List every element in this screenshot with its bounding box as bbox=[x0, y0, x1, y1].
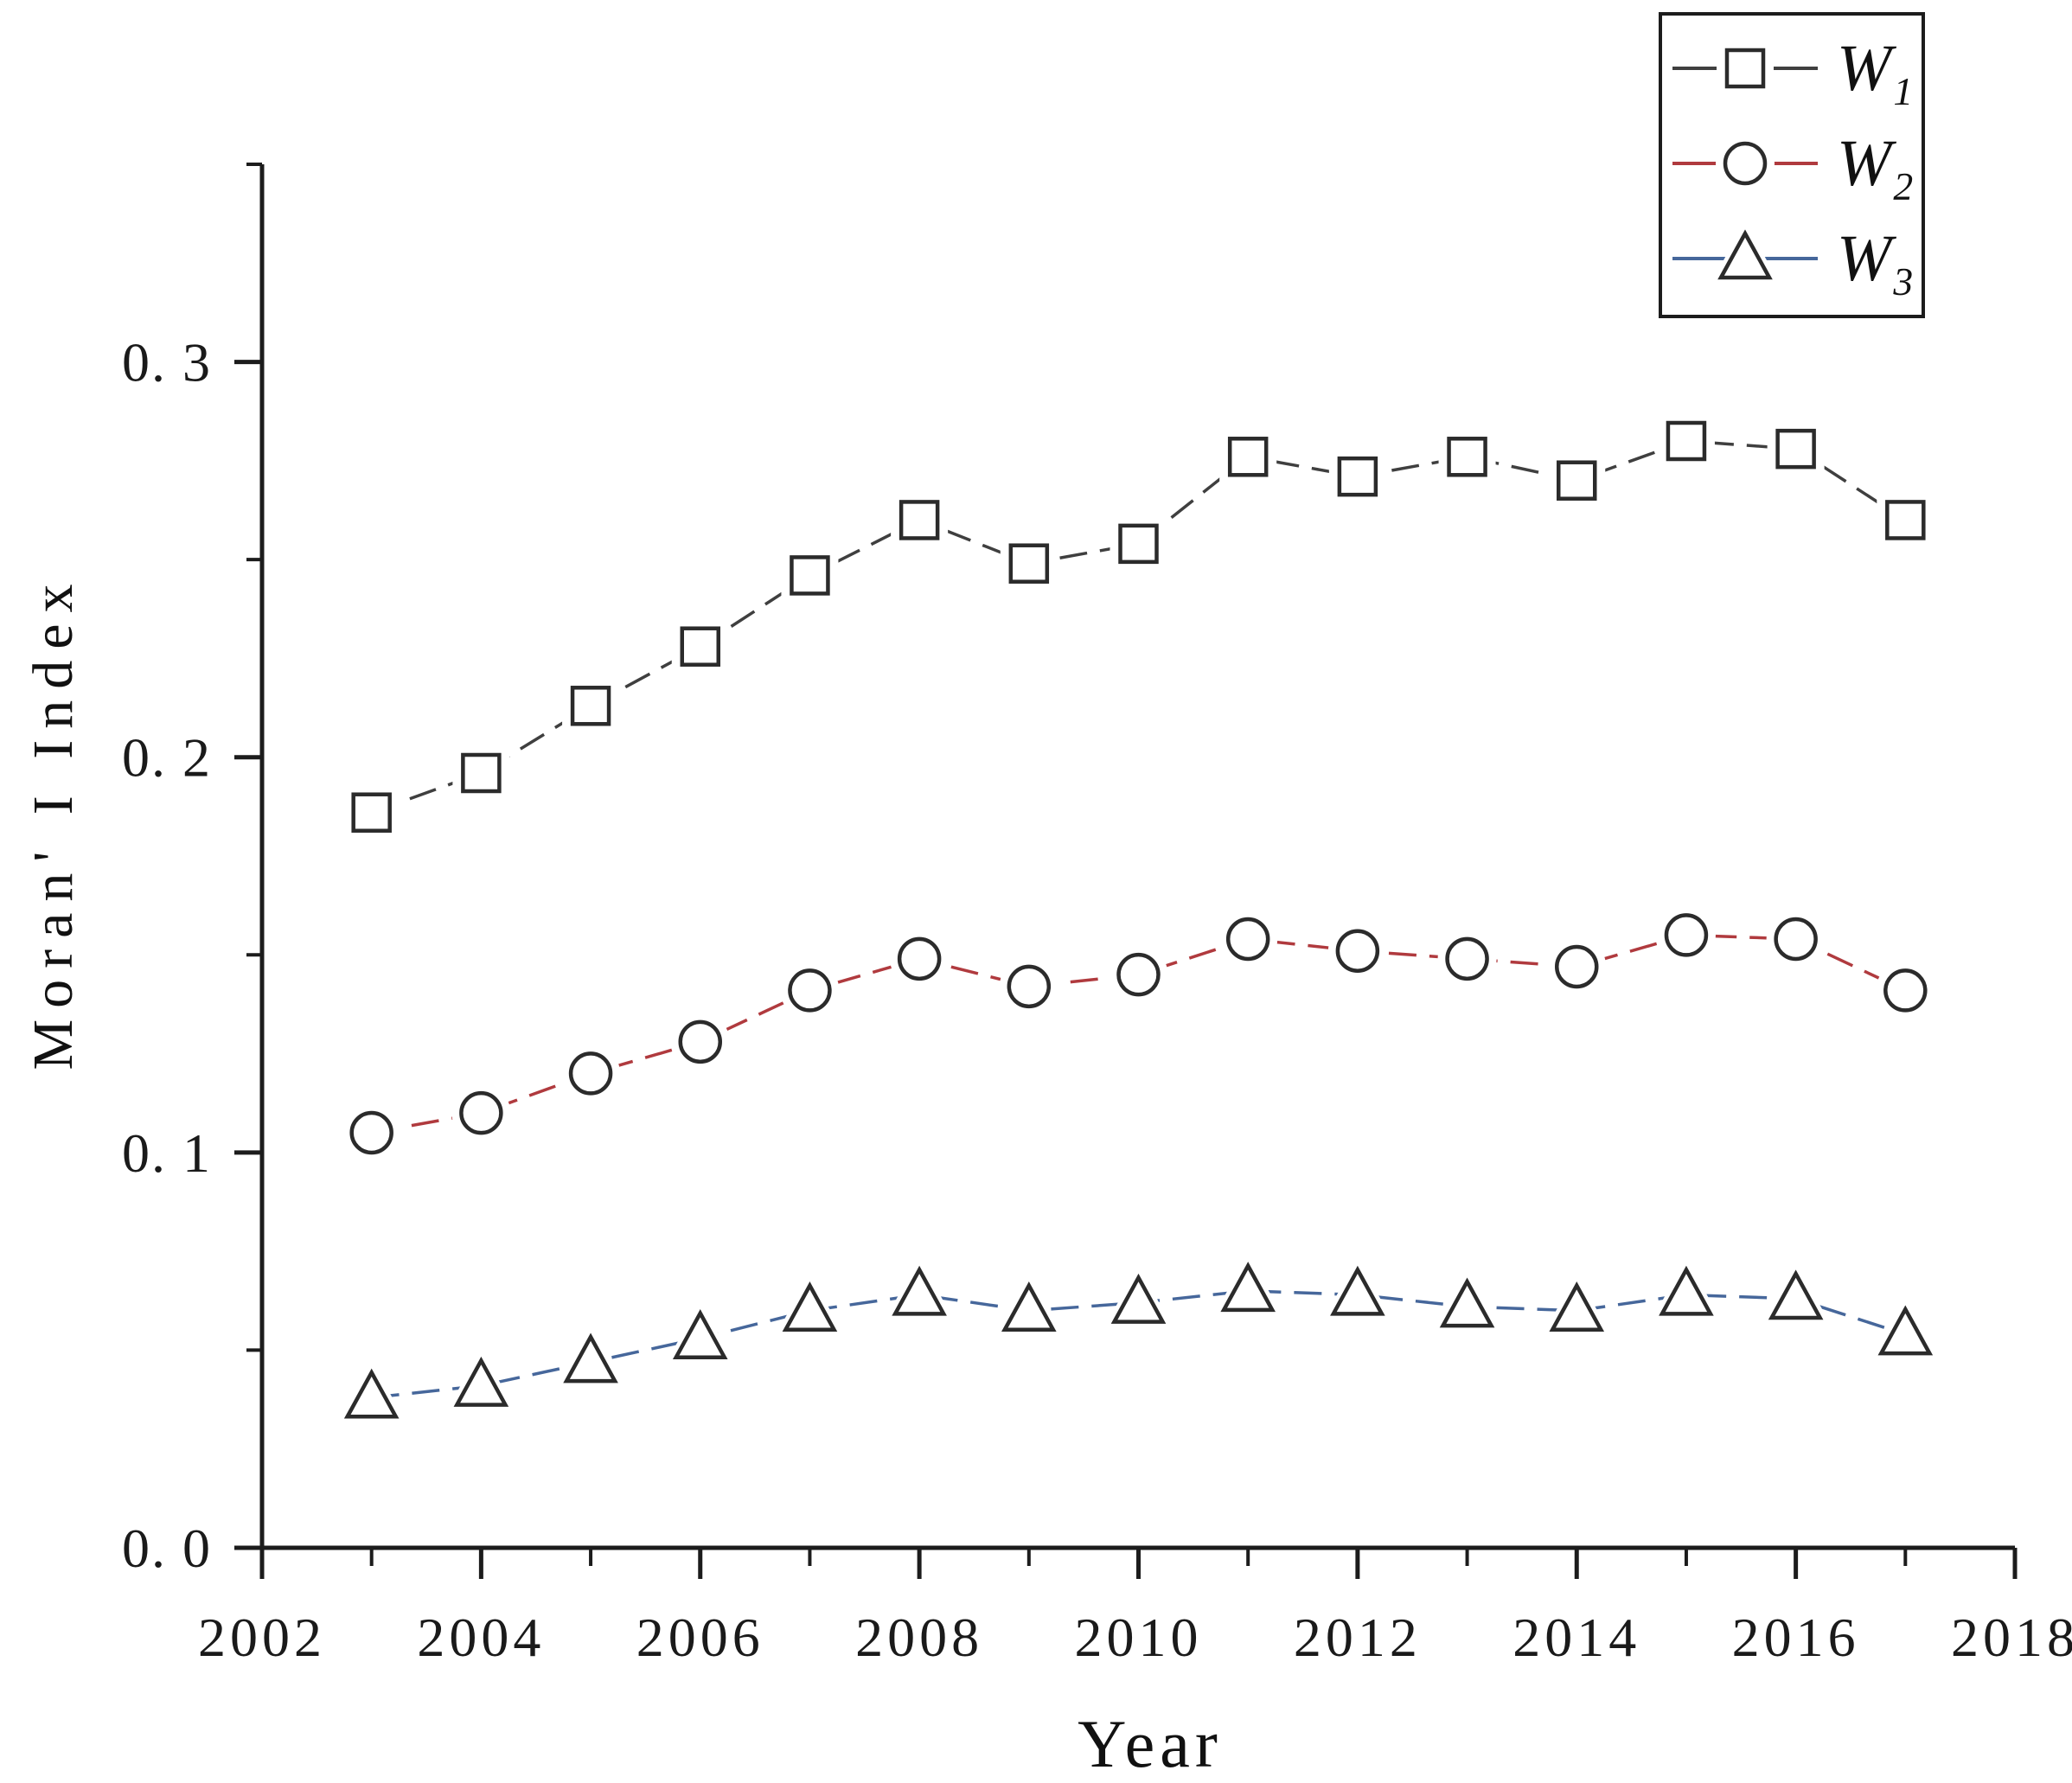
legend-key-w1 bbox=[1672, 40, 1818, 97]
marker-circle bbox=[1664, 913, 1709, 957]
marker-triangle bbox=[1768, 1269, 1824, 1320]
x-tick-label: 2010 bbox=[1075, 1607, 1203, 1668]
y-axis-title: Moran' I Index bbox=[22, 572, 85, 1070]
legend-label-sub: 1 bbox=[1893, 69, 1914, 114]
legend-label-w1: W1 bbox=[1837, 35, 1913, 112]
legend-key-w2 bbox=[1672, 134, 1818, 193]
marker-triangle bbox=[1330, 1265, 1385, 1316]
legend-label-w3: W3 bbox=[1837, 226, 1913, 302]
marker-circle bbox=[1883, 968, 1928, 1013]
series-line-w1 bbox=[371, 439, 1907, 815]
legend-label-w2: W2 bbox=[1837, 131, 1913, 207]
marker-circle bbox=[1774, 917, 1818, 962]
x-tick-label: 2002 bbox=[198, 1607, 326, 1668]
legend-label-sub: 3 bbox=[1893, 259, 1914, 304]
legend-key-w3 bbox=[1672, 227, 1818, 287]
marker-square bbox=[1885, 500, 1926, 540]
marker-square bbox=[351, 792, 392, 833]
marker-circle bbox=[1335, 929, 1380, 973]
marker-triangle bbox=[892, 1265, 947, 1316]
marker-triangle bbox=[1549, 1281, 1605, 1332]
marker-triangle bbox=[563, 1332, 618, 1384]
marker-triangle bbox=[1717, 229, 1773, 280]
series-w1 bbox=[342, 412, 1935, 841]
marker-triangle bbox=[1659, 1265, 1714, 1316]
marker-square bbox=[461, 752, 502, 794]
marker-triangle bbox=[1220, 1262, 1276, 1313]
x-tick-label: 2006 bbox=[636, 1607, 764, 1668]
legend: W1 W2 W3 bbox=[1659, 12, 1925, 318]
marker-square bbox=[1118, 523, 1159, 565]
x-tick-label: 2016 bbox=[1732, 1607, 1860, 1668]
marker-circle bbox=[788, 968, 832, 1013]
marker-circle bbox=[1225, 917, 1270, 962]
y-tick-label: 0. 0 bbox=[122, 1518, 212, 1579]
marker-circle bbox=[678, 1019, 722, 1064]
legend-label-base: W bbox=[1837, 127, 1892, 200]
marker-circle bbox=[1007, 964, 1052, 1009]
marker-circle bbox=[1723, 141, 1768, 186]
marker-circle bbox=[897, 936, 942, 981]
legend-item-w2: W2 bbox=[1671, 131, 1922, 207]
x-tick-label: 2014 bbox=[1512, 1607, 1640, 1668]
marker-triangle bbox=[453, 1356, 509, 1407]
marker-circle bbox=[568, 1051, 613, 1096]
series-w2 bbox=[342, 905, 1935, 1162]
marker-circle bbox=[1445, 936, 1489, 981]
y-tick-label: 0. 1 bbox=[122, 1122, 212, 1184]
legend-label-sub: 2 bbox=[1893, 164, 1914, 209]
legend-label-base: W bbox=[1837, 32, 1892, 105]
marker-triangle bbox=[1110, 1273, 1167, 1324]
marker-square bbox=[790, 555, 830, 596]
marker-square bbox=[1666, 420, 1707, 462]
marker-circle bbox=[1555, 944, 1599, 989]
legend-item-w1: W1 bbox=[1671, 35, 1922, 112]
marker-square bbox=[1557, 460, 1597, 501]
marker-square bbox=[680, 626, 720, 667]
series-line-w2 bbox=[371, 933, 1907, 1134]
marker-triangle bbox=[782, 1281, 838, 1332]
marker-square bbox=[1724, 48, 1766, 89]
legend-item-w3: W3 bbox=[1671, 226, 1922, 302]
series-w3 bbox=[335, 1253, 1942, 1427]
x-tick-label: 2008 bbox=[855, 1607, 983, 1668]
x-tick-label: 2004 bbox=[417, 1607, 545, 1668]
marker-triangle bbox=[672, 1309, 728, 1359]
marker-square bbox=[1227, 437, 1269, 477]
marker-square bbox=[570, 686, 611, 726]
marker-triangle bbox=[1439, 1277, 1495, 1328]
marker-square bbox=[1447, 437, 1487, 477]
y-tick-label: 0. 2 bbox=[122, 727, 212, 789]
marker-square bbox=[1775, 428, 1816, 470]
marker-circle bbox=[1116, 952, 1161, 997]
x-axis-title: Year bbox=[1078, 1706, 1223, 1781]
marker-triangle bbox=[343, 1368, 400, 1419]
y-tick-label: 0. 3 bbox=[122, 332, 212, 393]
marker-square bbox=[1008, 543, 1050, 584]
marker-circle bbox=[349, 1110, 393, 1155]
marker-square bbox=[1337, 456, 1378, 497]
marker-triangle bbox=[1001, 1281, 1057, 1332]
legend-label-base: W bbox=[1837, 222, 1892, 295]
marker-square bbox=[899, 500, 940, 540]
x-tick-label: 2018 bbox=[1951, 1607, 2072, 1668]
marker-circle bbox=[459, 1090, 503, 1135]
x-tick-label: 2012 bbox=[1294, 1607, 1422, 1668]
marker-triangle bbox=[1877, 1305, 1934, 1356]
